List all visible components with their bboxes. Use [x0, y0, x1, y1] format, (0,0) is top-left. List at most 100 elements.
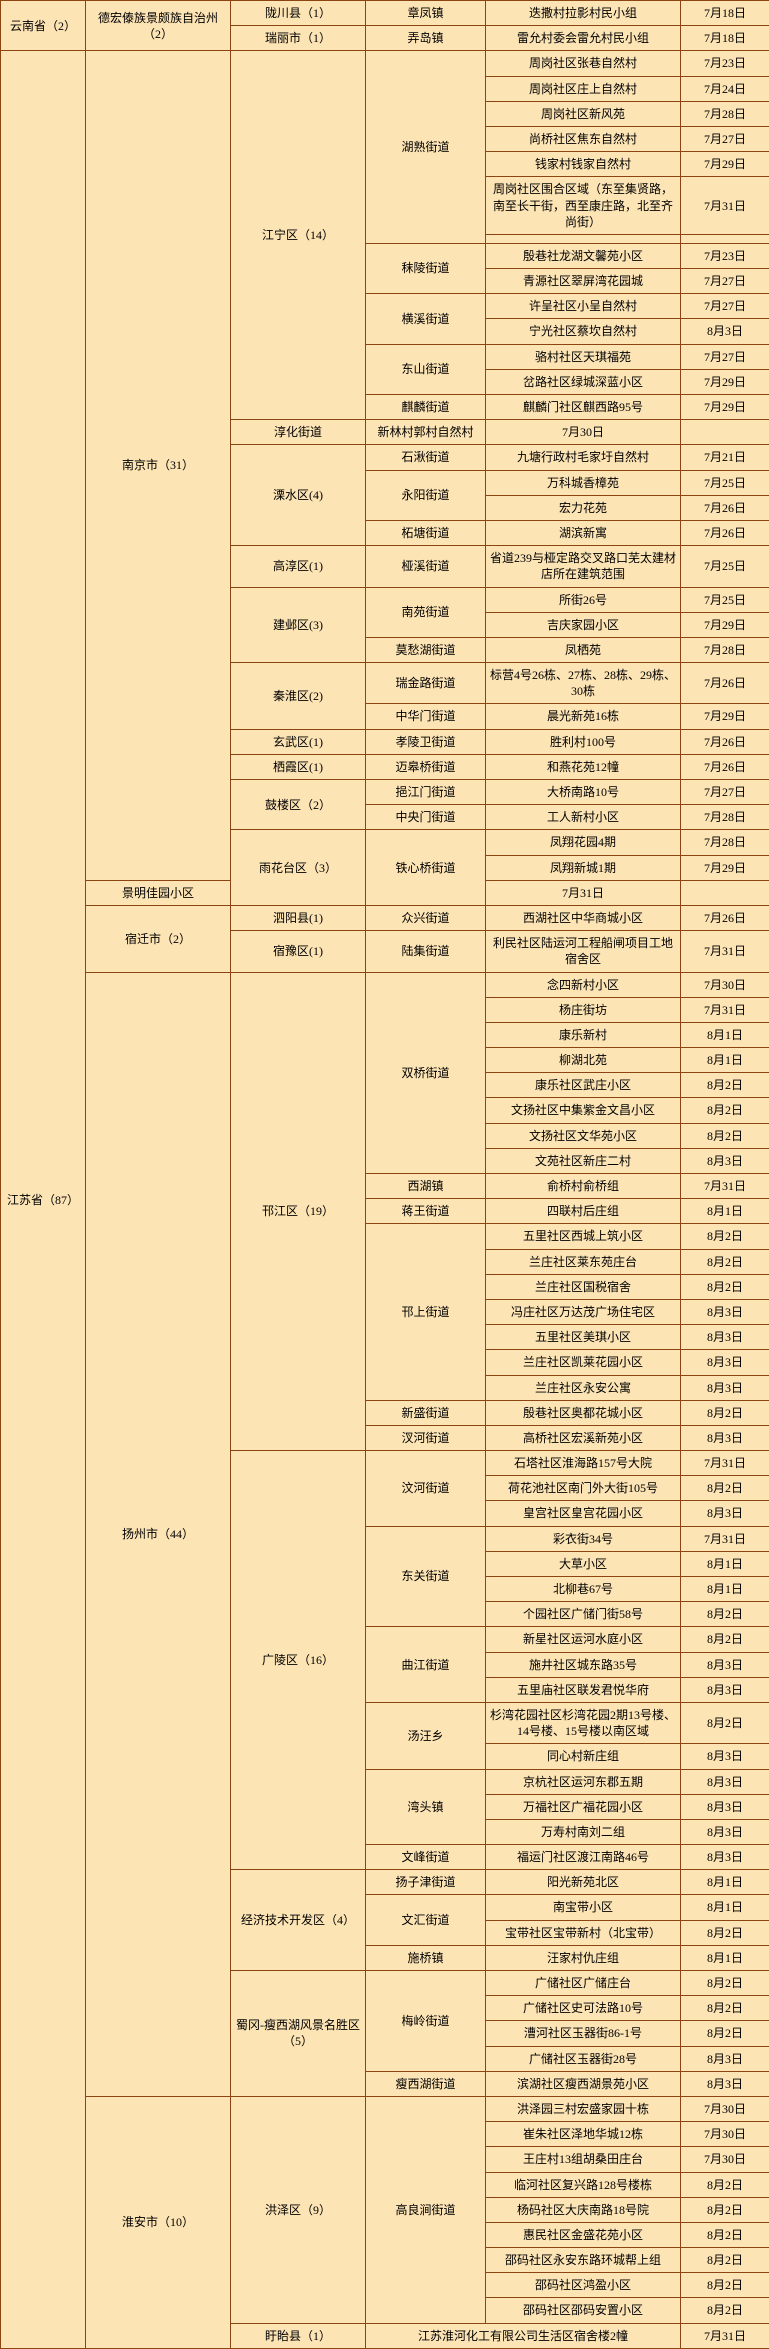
- cell: 7月30日: [681, 2122, 769, 2147]
- cell: 利民社区陆运河工程船闸项目工地宿舍区: [486, 931, 681, 972]
- cell: 7月29日: [681, 152, 769, 177]
- cell: 万寿村南刘二组: [486, 1819, 681, 1844]
- cell: 8月2日: [681, 1400, 769, 1425]
- cell: 永阳街道: [366, 470, 486, 520]
- cell: 汪家村仇庄组: [486, 1945, 681, 1970]
- cell: 九塘行政村毛家圩自然村: [486, 445, 681, 470]
- cell: 同心村新庄组: [486, 1744, 681, 1769]
- cell: 8月2日: [681, 1274, 769, 1299]
- cell: 麒麟门社区麒西路95号: [486, 395, 681, 420]
- cell: 杨庄街坊: [486, 997, 681, 1022]
- cell: 8月2日: [681, 2273, 769, 2298]
- cell: 7月25日: [681, 546, 769, 587]
- cell: 建邺区(3): [231, 587, 366, 663]
- cell: 湖熟街道: [366, 51, 486, 244]
- cell: 兰庄社区永安公寓: [486, 1375, 681, 1400]
- cell: 扬子津街道: [366, 1870, 486, 1895]
- cell: 万福社区广福花园小区: [486, 1794, 681, 1819]
- cell: 宝带社区宝带新村（北宝带）: [486, 1920, 681, 1945]
- cell: 念四新村小区: [486, 972, 681, 997]
- cell: 王庄村13组胡桑田庄台: [486, 2147, 681, 2172]
- cell: 8月2日: [681, 1249, 769, 1274]
- cell: 8月3日: [681, 1677, 769, 1702]
- cell: 康乐新村: [486, 1022, 681, 1047]
- cell: 8月2日: [681, 1098, 769, 1123]
- cell: 漕河社区玉器街86-1号: [486, 2021, 681, 2046]
- cell: 陆集街道: [366, 931, 486, 972]
- cell: 章凤镇: [366, 1, 486, 26]
- cell: 临河社区复兴路128号楼栋: [486, 2172, 681, 2197]
- cell: 文苑社区新庄二村: [486, 1148, 681, 1173]
- table-row: 淮安市（10）洪泽区（9）高良涧街道洪泽园三村宏盛家园十栋7月30日: [1, 2096, 769, 2121]
- cell: 陇川县（1）: [231, 1, 366, 26]
- cell: 胜利村100号: [486, 729, 681, 754]
- table-row: 宿迁市（2）泗阳县(1)众兴街道西湖社区中华商城小区7月26日: [1, 905, 769, 930]
- cell: 广储社区广储庄台: [486, 1971, 681, 1996]
- cell: 四联村后庄组: [486, 1199, 681, 1224]
- cell: 瑞丽市（1）: [231, 26, 366, 51]
- cell: 7月30日: [681, 2096, 769, 2121]
- cell: 尚桥社区焦东自然村: [486, 126, 681, 151]
- cell: 8月1日: [681, 1577, 769, 1602]
- cell: 汊河街道: [366, 1425, 486, 1450]
- cell: 五里社区西城上筑小区: [486, 1224, 681, 1249]
- cell: 7月30日: [681, 2147, 769, 2172]
- cell: 湾头镇: [366, 1769, 486, 1845]
- cell: 7月26日: [681, 520, 769, 545]
- cell: 7月25日: [681, 470, 769, 495]
- cell: 殷巷社区奥都花城小区: [486, 1400, 681, 1425]
- cell: 淳化街道: [231, 420, 366, 445]
- cell: 7月23日: [681, 51, 769, 76]
- cell: 文汇街道: [366, 1895, 486, 1945]
- cell: 溧水区(4): [231, 445, 366, 546]
- cell: 汤汪乡: [366, 1702, 486, 1769]
- cell: 江苏淮河化工有限公司生活区宿舍楼2幢: [366, 2323, 681, 2348]
- cell: 凤栖苑: [486, 637, 681, 662]
- cell: 鼓楼区（2）: [231, 780, 366, 830]
- cell: 福运门社区渡江南路46号: [486, 1845, 681, 1870]
- cell: 惠民社区金盛花苑小区: [486, 2222, 681, 2247]
- cell: 施桥镇: [366, 1945, 486, 1970]
- cell: 7月28日: [681, 101, 769, 126]
- cell: 雨花台区（3）: [231, 830, 366, 906]
- cell: 邗上街道: [366, 1224, 486, 1400]
- cell: 8月2日: [681, 2222, 769, 2247]
- cell: 康乐社区武庄小区: [486, 1073, 681, 1098]
- cell: 荷花池社区南门外大街105号: [486, 1476, 681, 1501]
- cell: 德宏傣族景颇族自治州（2）: [86, 1, 231, 51]
- cell: 7月31日: [681, 1174, 769, 1199]
- cell: 洪泽园三村宏盛家园十栋: [486, 2096, 681, 2121]
- cell: 曲江街道: [366, 1627, 486, 1703]
- cell: 横溪街道: [366, 294, 486, 344]
- cell: [681, 234, 769, 243]
- cell: 施井社区城东路35号: [486, 1652, 681, 1677]
- cell: 凤翔新城1期: [486, 855, 681, 880]
- cell: 8月3日: [681, 1744, 769, 1769]
- cell: 汶河街道: [366, 1451, 486, 1527]
- cell: 8月2日: [681, 1920, 769, 1945]
- cell: 8月1日: [681, 1048, 769, 1073]
- cell: 个园社区广储门街58号: [486, 1602, 681, 1627]
- cell: 江苏省（87）: [1, 51, 86, 2348]
- cell: 8月3日: [681, 319, 769, 344]
- cell: 8月2日: [681, 1123, 769, 1148]
- cell: 广储社区玉器街28号: [486, 2046, 681, 2071]
- cell: 蜀冈-瘦西湖风景名胜区（5）: [231, 1971, 366, 2097]
- cell: 迈皋桥街道: [366, 754, 486, 779]
- cell: 7月28日: [681, 830, 769, 855]
- cell: 8月3日: [681, 1769, 769, 1794]
- cell: 8月2日: [681, 1996, 769, 2021]
- cell: 邗江区（19）: [231, 972, 366, 1451]
- cell: 和燕花苑12幢: [486, 754, 681, 779]
- cell: 8月3日: [681, 1375, 769, 1400]
- cell: 8月3日: [681, 2046, 769, 2071]
- cell: 盱眙县（1）: [231, 2323, 366, 2348]
- cell: 淮安市（10）: [86, 2096, 231, 2348]
- cell: 8月1日: [681, 1199, 769, 1224]
- cell: 8月1日: [681, 1895, 769, 1920]
- cell: 周岗社区庄上自然村: [486, 76, 681, 101]
- cell: 7月26日: [681, 754, 769, 779]
- cell: 邵码社区鸿盈小区: [486, 2273, 681, 2298]
- cell: 邵码社区邵码安置小区: [486, 2298, 681, 2323]
- cell: 崔朱社区泽地华城12栋: [486, 2122, 681, 2147]
